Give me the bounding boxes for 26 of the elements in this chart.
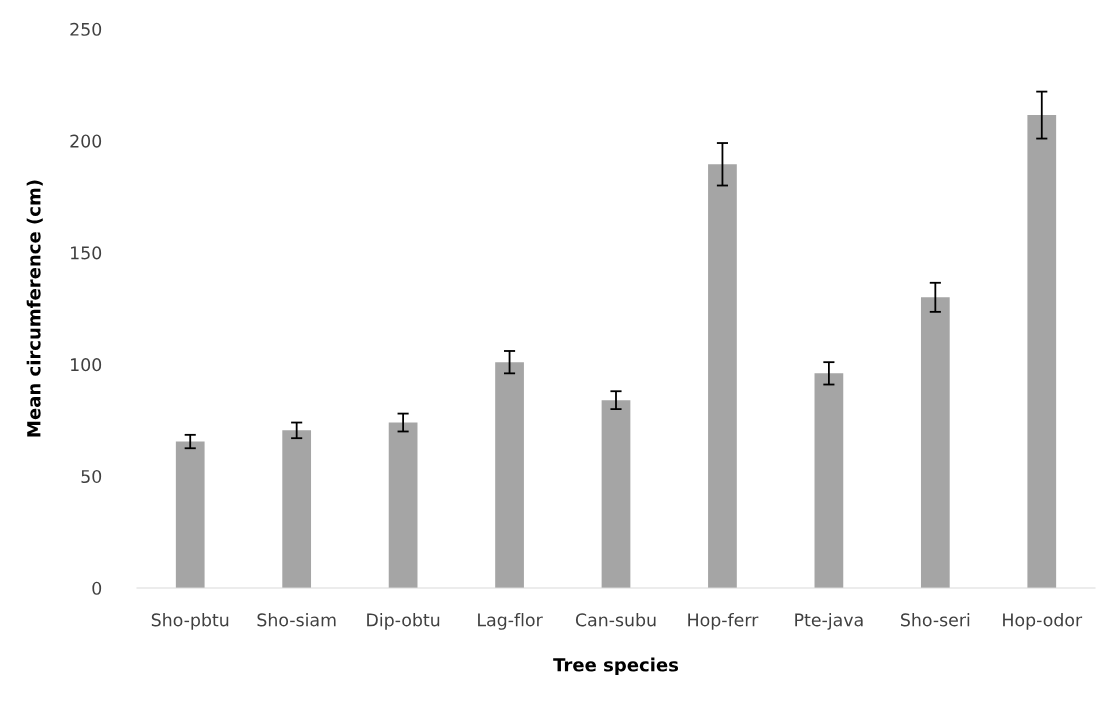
x-tick-label: Sho-siam [257,613,336,627]
y-tick-label: 0 [92,581,102,595]
bar [708,164,737,588]
x-tick-label: Can-subu [575,613,656,627]
y-tick-label: 250 [70,22,102,36]
y-tick-label: 150 [71,246,102,260]
bar [282,430,312,588]
bar [814,373,844,588]
x-tick-label: Dip-obtu [367,613,440,630]
x-axis-title: Tree species [553,657,679,676]
x-tick-label: Hop-odor [1003,613,1083,630]
y-tick-label: 200 [70,134,102,148]
y-axis-title: Mean circumference (cm) [26,180,43,437]
bar [388,422,418,588]
bar [1027,115,1057,588]
y-tick-label: 50 [81,469,102,484]
bar [601,400,631,588]
bar [920,297,950,588]
bar [175,441,205,588]
y-tick-label: 100 [71,358,102,372]
x-tick-label: Sho-pbtu [151,613,229,630]
bar [495,362,524,588]
x-tick-label: Sho-seri [901,613,970,627]
x-tick-label: Hop-ferr [688,613,759,630]
x-tick-label: Lag-flor [478,613,543,630]
x-tick-label: Pte-java [795,613,863,630]
